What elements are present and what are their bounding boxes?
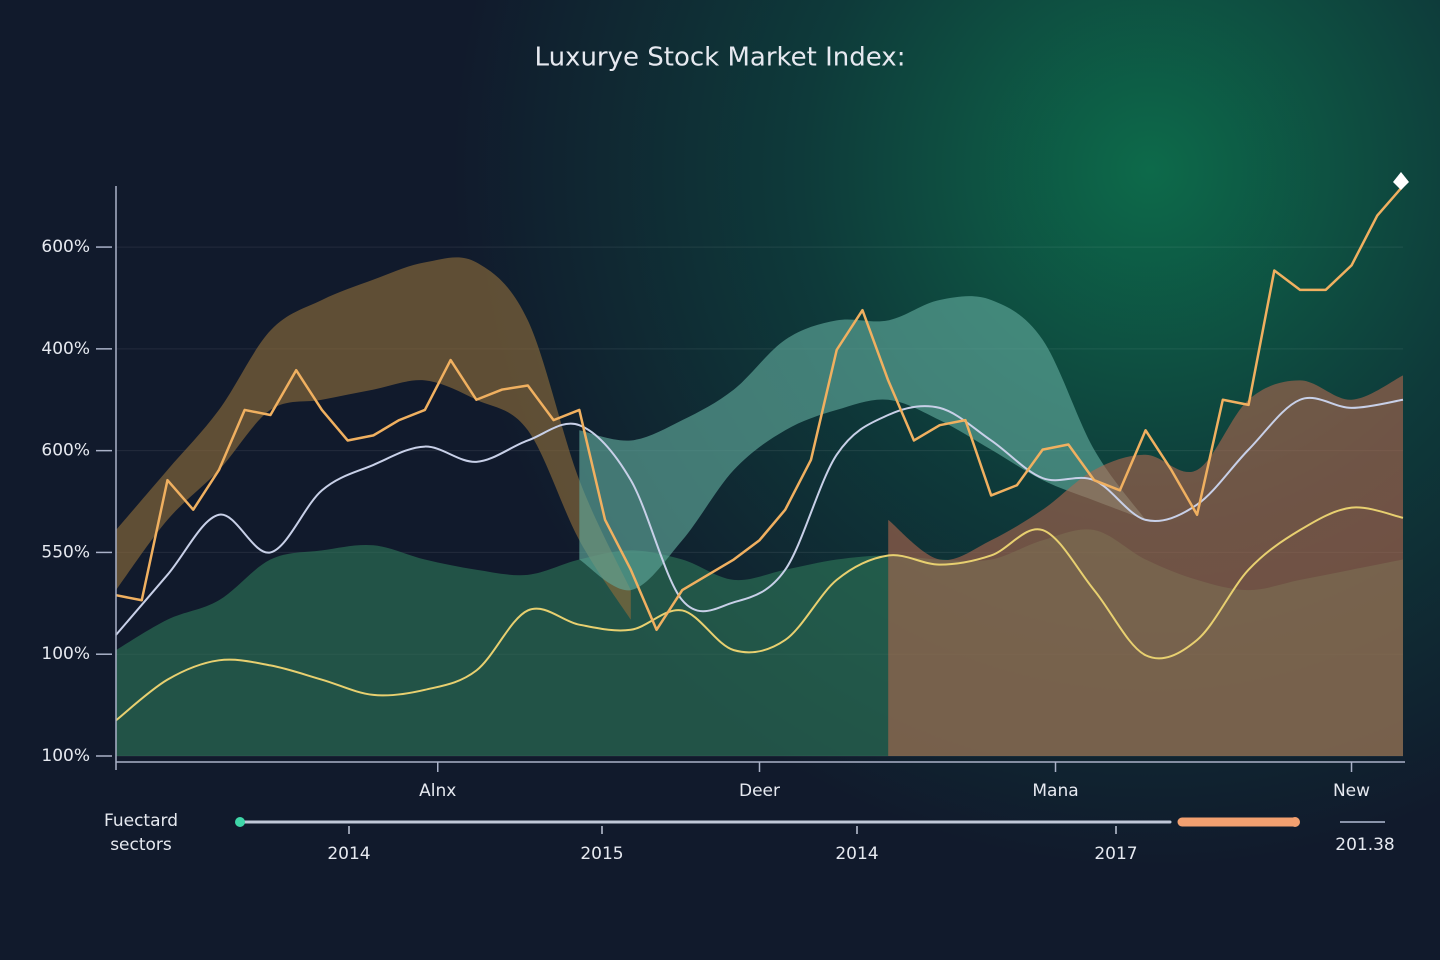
slider-handle[interactable] [235, 817, 245, 827]
y-tick-label: 100% [41, 746, 90, 766]
band [116, 257, 631, 620]
y-tick-label: 400% [41, 339, 90, 359]
x-tick-label: Mana [1032, 781, 1078, 801]
line [115, 397, 1404, 636]
slider-label: Fuectard [104, 811, 178, 831]
plot [115, 185, 1404, 757]
x-tick-label: Alnx [419, 781, 456, 801]
slider-tick-label: 2014 [327, 844, 370, 864]
slider-label: sectors [110, 835, 172, 855]
slider-value: 201.38 [1335, 835, 1394, 855]
slider-handle[interactable] [1290, 817, 1300, 827]
x-tick-label: Deer [739, 781, 780, 801]
chart-title: Luxurye Stock Market Index: [535, 43, 906, 73]
band [579, 296, 1146, 591]
area [888, 375, 1403, 756]
slider-tick-label: 2015 [580, 844, 623, 864]
y-tick-label: 600% [41, 237, 90, 257]
end-marker [1393, 172, 1409, 190]
line [115, 506, 1404, 722]
slider-tick-label: 2017 [1094, 844, 1137, 864]
slider-tick-label: 2014 [835, 844, 878, 864]
x-tick-label: New [1333, 781, 1370, 801]
price-line [115, 185, 1404, 632]
y-tick-label: 100% [41, 644, 90, 664]
y-tick-label: 550% [41, 542, 90, 562]
y-tick-label: 600% [41, 441, 90, 461]
